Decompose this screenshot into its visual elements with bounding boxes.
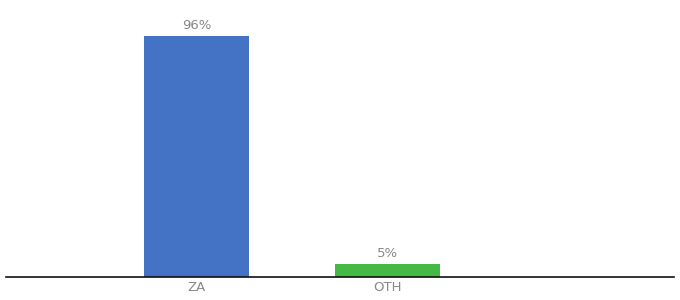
Bar	[144, 36, 250, 277]
Text: 96%: 96%	[182, 19, 211, 32]
Text: 5%: 5%	[377, 247, 398, 260]
Bar	[335, 264, 441, 277]
